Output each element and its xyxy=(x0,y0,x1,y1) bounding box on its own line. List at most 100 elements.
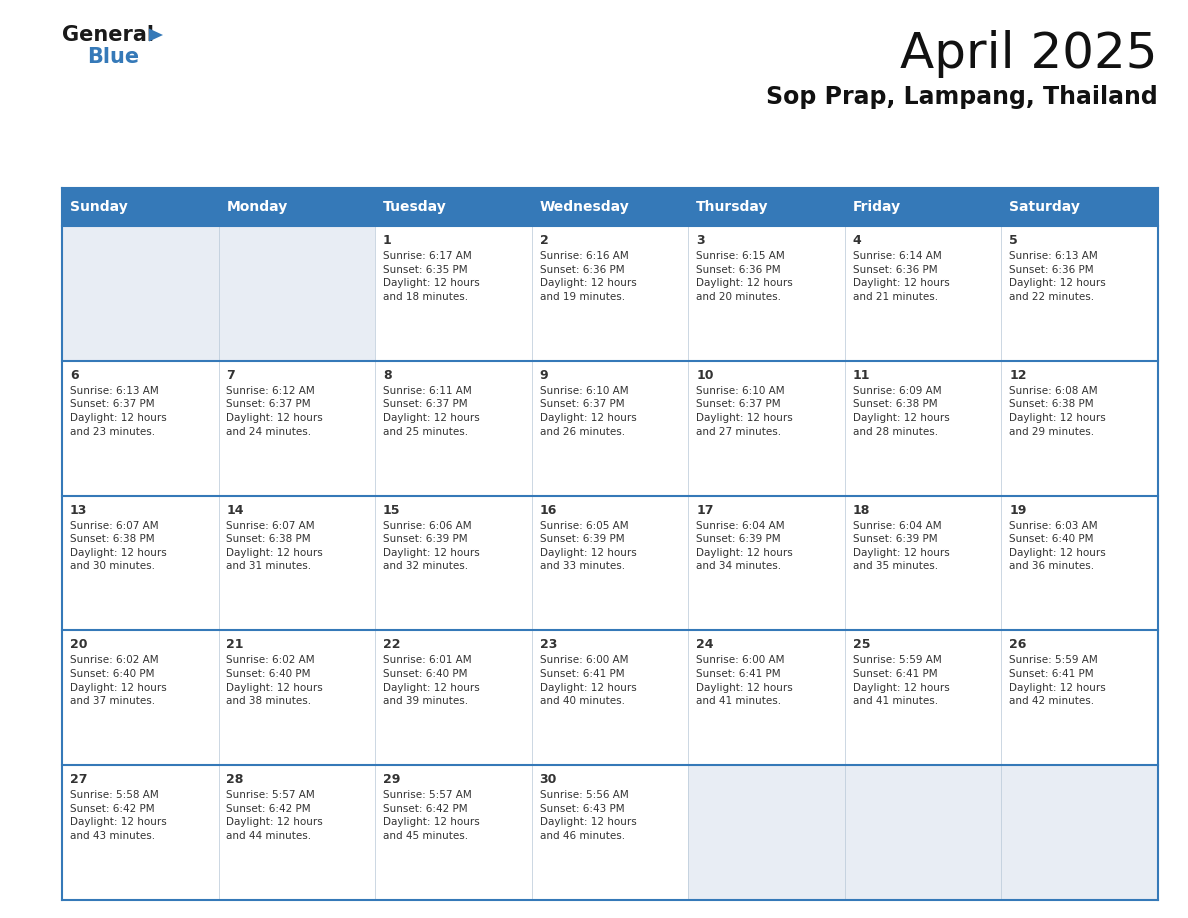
Text: Sunrise: 6:10 AM
Sunset: 6:37 PM
Daylight: 12 hours
and 26 minutes.: Sunrise: 6:10 AM Sunset: 6:37 PM Dayligh… xyxy=(539,386,637,437)
Bar xyxy=(62,496,219,631)
Text: 28: 28 xyxy=(227,773,244,786)
Bar xyxy=(532,631,688,766)
Polygon shape xyxy=(148,28,163,41)
Bar xyxy=(845,361,1001,496)
Text: Sunrise: 6:07 AM
Sunset: 6:38 PM
Daylight: 12 hours
and 31 minutes.: Sunrise: 6:07 AM Sunset: 6:38 PM Dayligh… xyxy=(227,521,323,571)
Bar xyxy=(845,226,1001,361)
Bar xyxy=(688,226,845,361)
Text: Sunrise: 6:02 AM
Sunset: 6:40 PM
Daylight: 12 hours
and 37 minutes.: Sunrise: 6:02 AM Sunset: 6:40 PM Dayligh… xyxy=(70,655,166,706)
Text: 15: 15 xyxy=(383,504,400,517)
Text: Sunrise: 6:08 AM
Sunset: 6:38 PM
Daylight: 12 hours
and 29 minutes.: Sunrise: 6:08 AM Sunset: 6:38 PM Dayligh… xyxy=(1010,386,1106,437)
Text: Sop Prap, Lampang, Thailand: Sop Prap, Lampang, Thailand xyxy=(766,85,1158,109)
Bar xyxy=(845,188,1001,226)
Text: Sunrise: 6:07 AM
Sunset: 6:38 PM
Daylight: 12 hours
and 30 minutes.: Sunrise: 6:07 AM Sunset: 6:38 PM Dayligh… xyxy=(70,521,166,571)
Bar xyxy=(219,496,375,631)
Text: Sunrise: 6:13 AM
Sunset: 6:36 PM
Daylight: 12 hours
and 22 minutes.: Sunrise: 6:13 AM Sunset: 6:36 PM Dayligh… xyxy=(1010,251,1106,302)
Text: Sunrise: 5:58 AM
Sunset: 6:42 PM
Daylight: 12 hours
and 43 minutes.: Sunrise: 5:58 AM Sunset: 6:42 PM Dayligh… xyxy=(70,790,166,841)
Text: Saturday: Saturday xyxy=(1010,200,1080,214)
Text: Sunrise: 5:56 AM
Sunset: 6:43 PM
Daylight: 12 hours
and 46 minutes.: Sunrise: 5:56 AM Sunset: 6:43 PM Dayligh… xyxy=(539,790,637,841)
Text: 21: 21 xyxy=(227,638,244,652)
Bar xyxy=(375,361,532,496)
Bar xyxy=(62,631,219,766)
Text: 24: 24 xyxy=(696,638,714,652)
Text: 16: 16 xyxy=(539,504,557,517)
Text: 13: 13 xyxy=(70,504,87,517)
Text: Friday: Friday xyxy=(853,200,901,214)
Text: Thursday: Thursday xyxy=(696,200,769,214)
Text: Wednesday: Wednesday xyxy=(539,200,630,214)
Text: 30: 30 xyxy=(539,773,557,786)
Bar xyxy=(62,188,219,226)
Bar xyxy=(375,766,532,900)
Bar xyxy=(375,226,532,361)
Text: 17: 17 xyxy=(696,504,714,517)
Text: Tuesday: Tuesday xyxy=(383,200,447,214)
Bar xyxy=(532,226,688,361)
Text: Sunrise: 6:04 AM
Sunset: 6:39 PM
Daylight: 12 hours
and 35 minutes.: Sunrise: 6:04 AM Sunset: 6:39 PM Dayligh… xyxy=(853,521,949,571)
Text: Sunrise: 6:11 AM
Sunset: 6:37 PM
Daylight: 12 hours
and 25 minutes.: Sunrise: 6:11 AM Sunset: 6:37 PM Dayligh… xyxy=(383,386,480,437)
Bar xyxy=(532,361,688,496)
Text: 2: 2 xyxy=(539,234,549,247)
Bar xyxy=(688,188,845,226)
Bar xyxy=(532,496,688,631)
Text: 1: 1 xyxy=(383,234,392,247)
Text: Sunrise: 5:57 AM
Sunset: 6:42 PM
Daylight: 12 hours
and 45 minutes.: Sunrise: 5:57 AM Sunset: 6:42 PM Dayligh… xyxy=(383,790,480,841)
Bar xyxy=(62,361,219,496)
Text: Sunrise: 6:04 AM
Sunset: 6:39 PM
Daylight: 12 hours
and 34 minutes.: Sunrise: 6:04 AM Sunset: 6:39 PM Dayligh… xyxy=(696,521,792,571)
Bar xyxy=(1001,631,1158,766)
Bar xyxy=(62,226,219,361)
Text: Sunrise: 6:09 AM
Sunset: 6:38 PM
Daylight: 12 hours
and 28 minutes.: Sunrise: 6:09 AM Sunset: 6:38 PM Dayligh… xyxy=(853,386,949,437)
Bar xyxy=(219,766,375,900)
Bar xyxy=(219,188,375,226)
Text: Monday: Monday xyxy=(227,200,287,214)
Bar xyxy=(219,226,375,361)
Text: Sunrise: 6:01 AM
Sunset: 6:40 PM
Daylight: 12 hours
and 39 minutes.: Sunrise: 6:01 AM Sunset: 6:40 PM Dayligh… xyxy=(383,655,480,706)
Bar xyxy=(845,766,1001,900)
Text: Sunrise: 6:02 AM
Sunset: 6:40 PM
Daylight: 12 hours
and 38 minutes.: Sunrise: 6:02 AM Sunset: 6:40 PM Dayligh… xyxy=(227,655,323,706)
Bar xyxy=(1001,361,1158,496)
Text: 5: 5 xyxy=(1010,234,1018,247)
Text: Sunrise: 6:03 AM
Sunset: 6:40 PM
Daylight: 12 hours
and 36 minutes.: Sunrise: 6:03 AM Sunset: 6:40 PM Dayligh… xyxy=(1010,521,1106,571)
Bar xyxy=(1001,188,1158,226)
Text: 9: 9 xyxy=(539,369,548,382)
Text: Sunrise: 6:00 AM
Sunset: 6:41 PM
Daylight: 12 hours
and 40 minutes.: Sunrise: 6:00 AM Sunset: 6:41 PM Dayligh… xyxy=(539,655,637,706)
Text: Sunrise: 6:14 AM
Sunset: 6:36 PM
Daylight: 12 hours
and 21 minutes.: Sunrise: 6:14 AM Sunset: 6:36 PM Dayligh… xyxy=(853,251,949,302)
Bar xyxy=(375,496,532,631)
Text: Sunday: Sunday xyxy=(70,200,127,214)
Text: 3: 3 xyxy=(696,234,704,247)
Text: Sunrise: 5:59 AM
Sunset: 6:41 PM
Daylight: 12 hours
and 42 minutes.: Sunrise: 5:59 AM Sunset: 6:41 PM Dayligh… xyxy=(1010,655,1106,706)
Bar xyxy=(532,188,688,226)
Text: Blue: Blue xyxy=(87,47,139,67)
Bar xyxy=(375,631,532,766)
Text: 4: 4 xyxy=(853,234,861,247)
Bar xyxy=(219,631,375,766)
Text: 10: 10 xyxy=(696,369,714,382)
Text: Sunrise: 6:13 AM
Sunset: 6:37 PM
Daylight: 12 hours
and 23 minutes.: Sunrise: 6:13 AM Sunset: 6:37 PM Dayligh… xyxy=(70,386,166,437)
Text: General: General xyxy=(62,25,154,45)
Text: 14: 14 xyxy=(227,504,244,517)
Text: 7: 7 xyxy=(227,369,235,382)
Text: Sunrise: 6:05 AM
Sunset: 6:39 PM
Daylight: 12 hours
and 33 minutes.: Sunrise: 6:05 AM Sunset: 6:39 PM Dayligh… xyxy=(539,521,637,571)
Text: Sunrise: 6:15 AM
Sunset: 6:36 PM
Daylight: 12 hours
and 20 minutes.: Sunrise: 6:15 AM Sunset: 6:36 PM Dayligh… xyxy=(696,251,792,302)
Text: Sunrise: 6:16 AM
Sunset: 6:36 PM
Daylight: 12 hours
and 19 minutes.: Sunrise: 6:16 AM Sunset: 6:36 PM Dayligh… xyxy=(539,251,637,302)
Bar xyxy=(375,188,532,226)
Bar xyxy=(532,766,688,900)
Bar xyxy=(688,361,845,496)
Text: Sunrise: 6:00 AM
Sunset: 6:41 PM
Daylight: 12 hours
and 41 minutes.: Sunrise: 6:00 AM Sunset: 6:41 PM Dayligh… xyxy=(696,655,792,706)
Bar xyxy=(688,766,845,900)
Text: Sunrise: 5:59 AM
Sunset: 6:41 PM
Daylight: 12 hours
and 41 minutes.: Sunrise: 5:59 AM Sunset: 6:41 PM Dayligh… xyxy=(853,655,949,706)
Bar xyxy=(1001,496,1158,631)
Text: Sunrise: 6:17 AM
Sunset: 6:35 PM
Daylight: 12 hours
and 18 minutes.: Sunrise: 6:17 AM Sunset: 6:35 PM Dayligh… xyxy=(383,251,480,302)
Text: 11: 11 xyxy=(853,369,870,382)
Bar xyxy=(1001,766,1158,900)
Text: 22: 22 xyxy=(383,638,400,652)
Text: April 2025: April 2025 xyxy=(901,30,1158,78)
Text: 23: 23 xyxy=(539,638,557,652)
Bar xyxy=(62,766,219,900)
Bar xyxy=(688,631,845,766)
Bar xyxy=(688,496,845,631)
Text: 18: 18 xyxy=(853,504,870,517)
Text: 26: 26 xyxy=(1010,638,1026,652)
Text: 20: 20 xyxy=(70,638,88,652)
Text: 6: 6 xyxy=(70,369,78,382)
